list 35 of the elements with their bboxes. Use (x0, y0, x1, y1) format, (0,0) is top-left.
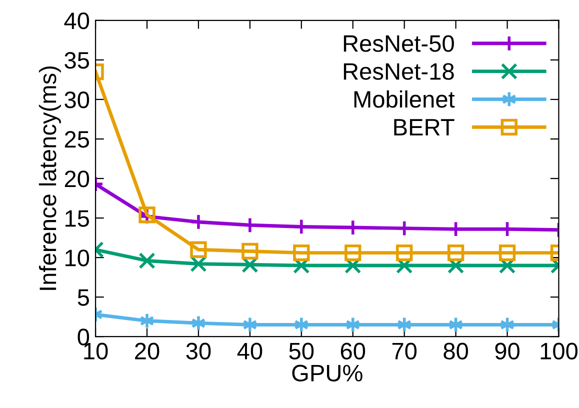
x-axis-title: GPU% (292, 364, 362, 382)
x-tick-label: 30 (186, 342, 211, 360)
point (190, 214, 207, 230)
y-tick-label: 35 (64, 52, 89, 69)
x-tick-label: 20 (135, 342, 160, 360)
legend-label: ResNet-18 (344, 63, 454, 80)
y-tick-label: 20 (64, 170, 90, 188)
y-axis-title: Inference latency(ms) (38, 66, 61, 290)
x-tick-label: 70 (392, 342, 417, 360)
x-tick-label: 40 (237, 342, 262, 360)
x-tick-label: 60 (340, 342, 366, 360)
point (293, 244, 310, 262)
y-tick-label: 15 (66, 210, 89, 227)
x-tick-label: 80 (444, 342, 468, 360)
y-tick-label: 10 (66, 250, 90, 266)
x-tick-label: 90 (495, 342, 520, 360)
point (242, 216, 258, 234)
point (344, 244, 362, 262)
x-tick-label: 50 (289, 342, 314, 360)
point (138, 252, 156, 270)
point (242, 242, 258, 260)
point (396, 244, 413, 262)
point (190, 241, 207, 258)
legend-label: ResNet-50 (344, 35, 454, 52)
y-tick-label: 30 (64, 92, 90, 108)
x-tick-label: 100 (540, 342, 578, 360)
y-tick-label: 5 (78, 289, 89, 306)
y-tick-label: 40 (64, 12, 90, 30)
legend-label: BERT (394, 119, 454, 136)
point (293, 218, 310, 236)
point (447, 244, 464, 262)
legend-label: Mobilenet (354, 90, 455, 108)
point (498, 244, 516, 262)
point (396, 220, 413, 237)
y-tick-label: 25 (64, 131, 89, 148)
